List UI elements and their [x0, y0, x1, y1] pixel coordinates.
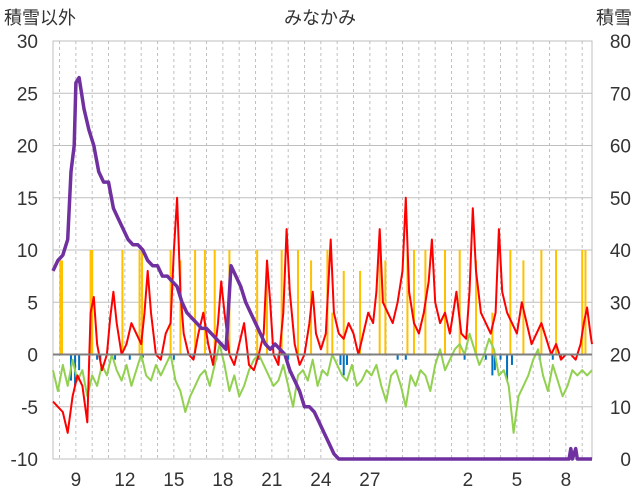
- y-right-tick-label: 80: [610, 32, 631, 53]
- bar: [89, 250, 92, 355]
- bar: [581, 250, 584, 355]
- y-right-tick-label: 60: [610, 137, 631, 158]
- x-tick-label: 18: [212, 470, 233, 491]
- bar: [458, 250, 461, 355]
- bar: [444, 250, 446, 355]
- bar: [412, 250, 415, 355]
- bar: [509, 250, 512, 355]
- bar: [121, 250, 124, 355]
- bar: [491, 354, 494, 376]
- x-tick-label: 9: [71, 470, 82, 491]
- bar: [551, 354, 554, 360]
- x-tick-label: 5: [512, 470, 523, 491]
- bar: [359, 270, 362, 355]
- bar: [584, 250, 587, 355]
- bar: [475, 260, 478, 355]
- bar: [59, 260, 62, 355]
- y-right-tick-label: 10: [610, 398, 631, 419]
- bar: [506, 354, 509, 381]
- lines: [51, 75, 593, 461]
- x-tick-label: 15: [163, 470, 184, 491]
- bar: [141, 250, 144, 355]
- bar: [179, 260, 182, 355]
- bar: [287, 354, 290, 360]
- y-left-tick-label: 30: [17, 32, 38, 53]
- y-left-tick-label: 25: [17, 84, 38, 105]
- bar: [138, 250, 141, 355]
- bar: [265, 260, 268, 355]
- x-tick-label: 27: [359, 470, 380, 491]
- chart-title: みなかみ: [284, 8, 356, 29]
- bar: [342, 270, 345, 355]
- bar: [493, 354, 496, 371]
- bar: [96, 354, 99, 360]
- bar: [128, 354, 131, 360]
- bar: [406, 250, 409, 355]
- bar: [499, 354, 502, 360]
- bar: [555, 250, 558, 355]
- left-axis-title: 積雪以外: [4, 8, 76, 29]
- bar: [331, 312, 334, 355]
- bar: [213, 250, 216, 355]
- y-right-tick-label: 30: [610, 293, 631, 314]
- bar: [510, 354, 513, 365]
- y-left-tick-label: 15: [17, 189, 38, 210]
- bar: [203, 250, 206, 355]
- bar: [484, 354, 487, 360]
- bar: [172, 354, 175, 360]
- y-right-tick-label: 40: [610, 241, 631, 262]
- x-tick-label: 21: [261, 470, 282, 491]
- y-right-tick-label: 70: [610, 84, 631, 105]
- bar: [339, 354, 342, 365]
- y-right-tick-label: 50: [610, 189, 631, 210]
- bar: [297, 250, 299, 355]
- x-tick-label: 8: [561, 470, 572, 491]
- bar: [342, 354, 345, 376]
- series-line: [51, 75, 592, 461]
- right-axis-title: 積雪: [596, 8, 632, 29]
- y-left-tick-label: 5: [27, 293, 38, 314]
- bar: [378, 250, 381, 355]
- bar: [280, 250, 283, 355]
- bar: [141, 354, 144, 358]
- bar: [491, 312, 494, 355]
- y-left-tick-label: 20: [17, 137, 38, 158]
- bar: [114, 354, 117, 360]
- bar: [404, 354, 407, 360]
- y-right-tick-label: 0: [620, 450, 631, 471]
- bar: [463, 354, 466, 360]
- series-line: [52, 332, 593, 434]
- bar: [256, 250, 259, 355]
- bar: [540, 250, 543, 355]
- x-tick-label: 12: [114, 470, 135, 491]
- bar: [194, 250, 197, 355]
- bar: [60, 260, 63, 355]
- y-left-tick-label: -5: [21, 398, 38, 419]
- y-right-tick-label: 20: [610, 346, 631, 367]
- y-left-tick-label: 10: [17, 241, 38, 262]
- bar: [78, 354, 81, 371]
- bar: [346, 354, 348, 365]
- series-line: [52, 196, 593, 434]
- x-tick-label: 2: [463, 470, 474, 491]
- bar: [396, 354, 399, 360]
- y-left-tick-label: 0: [27, 346, 38, 367]
- x-tick-label: 24: [310, 470, 332, 491]
- y-left-tick-label: -10: [11, 450, 38, 471]
